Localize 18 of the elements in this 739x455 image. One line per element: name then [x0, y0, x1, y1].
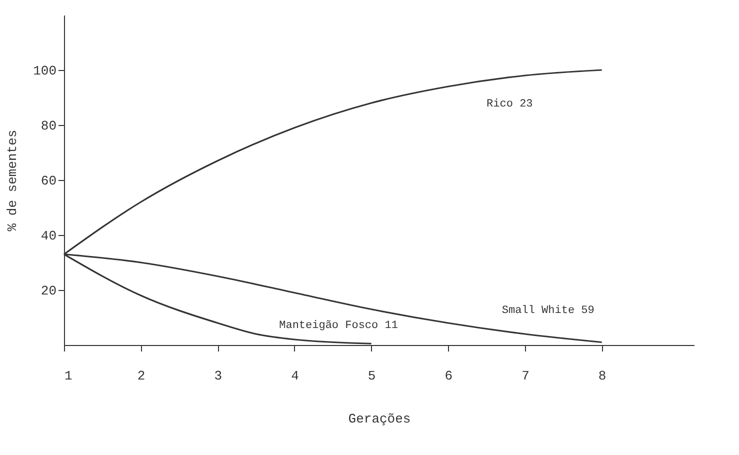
y-axis-title: % de sementes	[5, 130, 20, 232]
x-tick-label: 2	[137, 368, 146, 384]
series-label: Manteigão Fosco 11	[279, 320, 398, 332]
x-tick-label: 7	[522, 368, 530, 384]
x-tick-label: 1	[64, 368, 72, 384]
y-tick-label: 20	[40, 284, 56, 298]
series-label: Small White 59	[502, 304, 594, 317]
x-tick-label: 4	[291, 368, 300, 384]
x-tick-label: 5	[368, 368, 376, 384]
x-axis-title: Gerações	[348, 412, 411, 426]
x-tick-label: 6	[444, 368, 453, 384]
y-tick-label: 80	[40, 118, 56, 134]
series-label: Rico 23	[486, 98, 533, 110]
x-tick-label: 3	[214, 368, 222, 384]
x-tick-label: 8	[598, 368, 606, 384]
y-tick-label: 60	[40, 174, 56, 188]
y-tick-label: 40	[40, 228, 56, 244]
y-tick-label: 100	[33, 64, 56, 78]
